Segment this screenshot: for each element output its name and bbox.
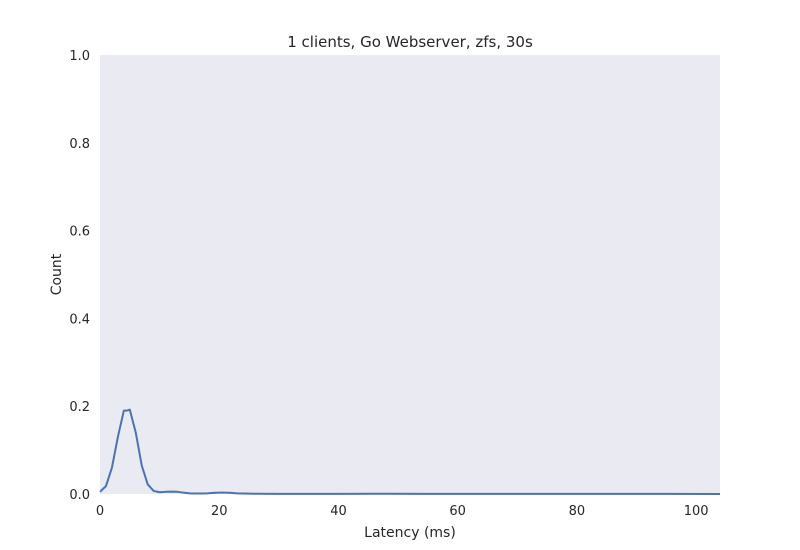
x-tick-label: 60 [449, 504, 466, 519]
y-tick-label: 0.2 [69, 400, 90, 415]
x-tick-label: 20 [211, 504, 228, 519]
x-tick-label: 0 [96, 504, 104, 519]
y-axis-label: Count [49, 253, 65, 295]
x-tick-label: 80 [569, 504, 586, 519]
y-tick-label: 0.0 [69, 488, 90, 503]
y-tick-label: 0.6 [69, 225, 90, 240]
series-line [99, 408, 721, 495]
chart-title: 1 clients, Go Webserver, zfs, 30s [287, 33, 533, 51]
x-tick-label: 40 [330, 504, 347, 519]
plot-area [100, 55, 720, 494]
y-tick-label: 1.0 [69, 49, 90, 64]
x-axis: 0 20 40 60 80 100 [96, 504, 709, 519]
y-tick-label: 0.4 [69, 312, 90, 327]
y-axis: 0.0 0.2 0.4 0.6 0.8 1.0 [69, 49, 90, 503]
y-tick-label: 0.8 [69, 137, 90, 152]
x-tick-label: 100 [684, 504, 709, 519]
x-axis-label: Latency (ms) [364, 525, 456, 541]
